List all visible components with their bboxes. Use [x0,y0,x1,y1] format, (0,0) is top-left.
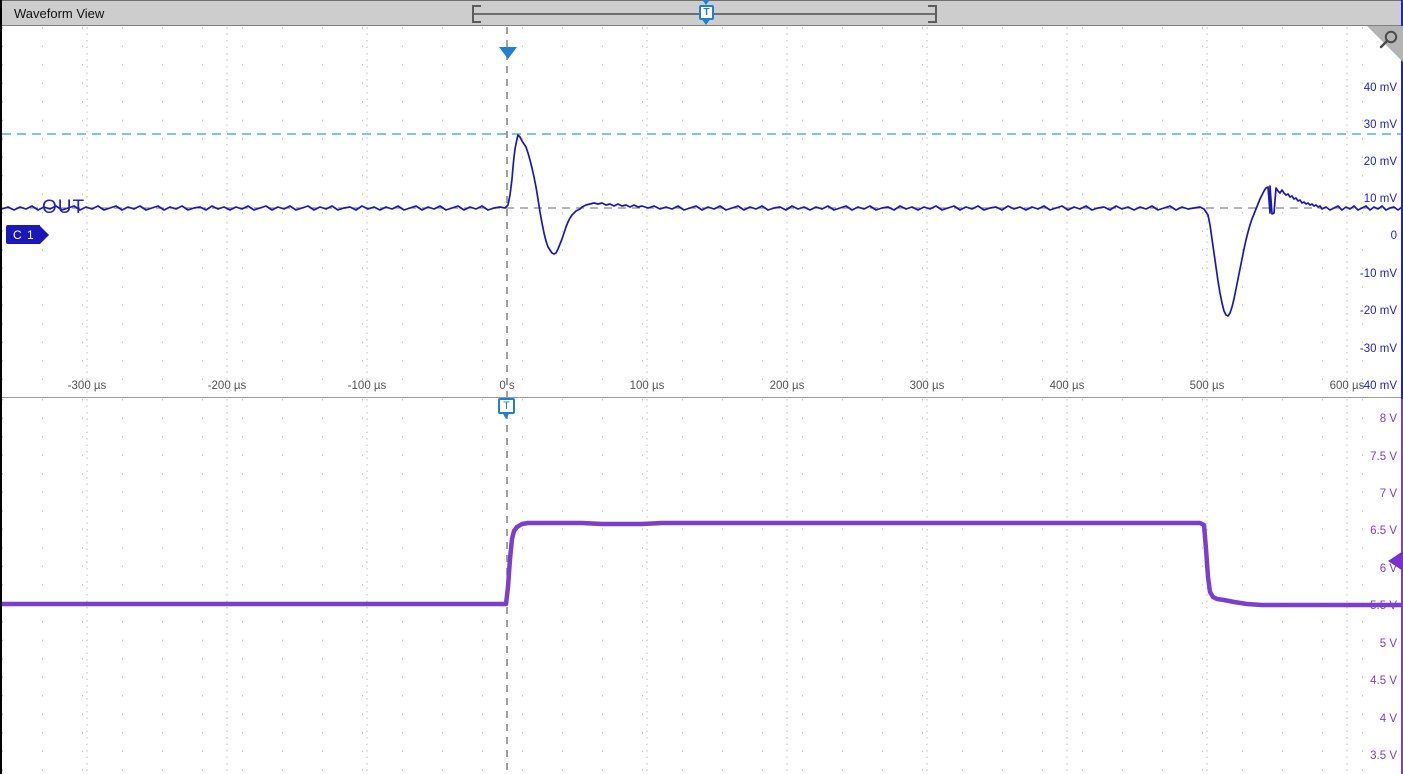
overview-bracket-right[interactable] [928,5,937,23]
c4-ytick-5: 5 V [1379,638,1397,650]
overview-bracket-left[interactable] [472,5,481,23]
trigger-marker-badge[interactable]: T [498,398,517,420]
c1-ytick-20: 20 mV [1363,156,1397,168]
plot-panel-c1[interactable]: OUT C 1 40 mV 30 mV 20 mV 10 mV 0 -10 mV… [2,27,1403,397]
c1-ytick-n30: -30 mV [1359,343,1397,355]
titlebar: Waveform View T [2,0,1403,26]
c4-ytick-4: 4 V [1379,713,1397,725]
c1-ytick-n20: -20 mV [1359,305,1397,317]
time-axis: -300 µs -200 µs -100 µs 0 s 100 µs 200 µ… [2,378,1403,397]
c4-ytick-35: 3.5 V [1370,750,1397,762]
c4-ytick-65: 6.5 V [1370,525,1397,537]
overview-scrollbar[interactable]: T [472,0,937,26]
xtick-300us: 300 µs [909,380,945,392]
channel-badge-c1-pointer-icon [39,225,49,244]
c4-ytick-7: 7 V [1379,488,1397,500]
xtick--100us: -100 µs [347,380,387,392]
c4-ytick-45: 4.5 V [1370,675,1397,687]
c1-ytick-40: 40 mV [1363,82,1397,94]
overview-trigger-marker[interactable]: T [697,0,716,26]
c4-axis-border [1401,399,1403,774]
c1-plot-svg [2,27,1403,397]
c1-ytick-10: 10 mV [1363,193,1397,205]
xtick-500us: 500 µs [1189,380,1225,392]
plot-panel-c4[interactable]: C 4 8 V 7.5 V 7 V 6.5 V 6 V 5.5 V 5 V 4.… [2,399,1403,774]
c4-plot-svg [2,399,1403,774]
c1-ytick-0: 0 [1390,230,1397,242]
c1-waveform-trace [2,134,1403,317]
grid-vertical-c4 [86,399,1348,774]
c1-axis-border [1401,0,1403,774]
trigger-pointer-icon [701,18,711,25]
trigger-marker-pointer-icon [502,412,510,419]
c1-channel-name-label: OUT [42,197,86,218]
trigger-arrow-icon [701,0,711,5]
trigger-position-arrow-icon[interactable] [499,47,517,59]
xtick--300us: -300 µs [67,380,107,392]
panel-divider [2,397,1403,398]
c1-ytick-n40: -40 mV [1359,380,1397,392]
xtick-600us: 600 µs [1329,380,1365,392]
xtick-100us: 100 µs [629,380,665,392]
c4-waveform-trace [2,520,1403,608]
c1-ytick-n10: -10 mV [1359,268,1397,280]
c4-ytick-8: 8 V [1379,413,1397,425]
zoom-corner-button[interactable] [1367,26,1403,62]
xtick-200us: 200 µs [769,380,805,392]
c4-level-marker-icon[interactable] [1388,551,1403,571]
xtick-400us: 400 µs [1049,380,1085,392]
xtick--200us: -200 µs [207,380,247,392]
magnifier-icon [1379,30,1398,49]
xtick-0s: 0 s [499,380,515,392]
channel-badge-c1[interactable]: C 1 [6,225,49,244]
channel-badge-c1-label: C 1 [6,225,40,244]
c4-ytick-55: 5.5 V [1370,600,1397,612]
c4-ytick-75: 7.5 V [1370,451,1397,463]
page-title: Waveform View [14,6,105,21]
c1-ytick-30: 30 mV [1363,119,1397,131]
